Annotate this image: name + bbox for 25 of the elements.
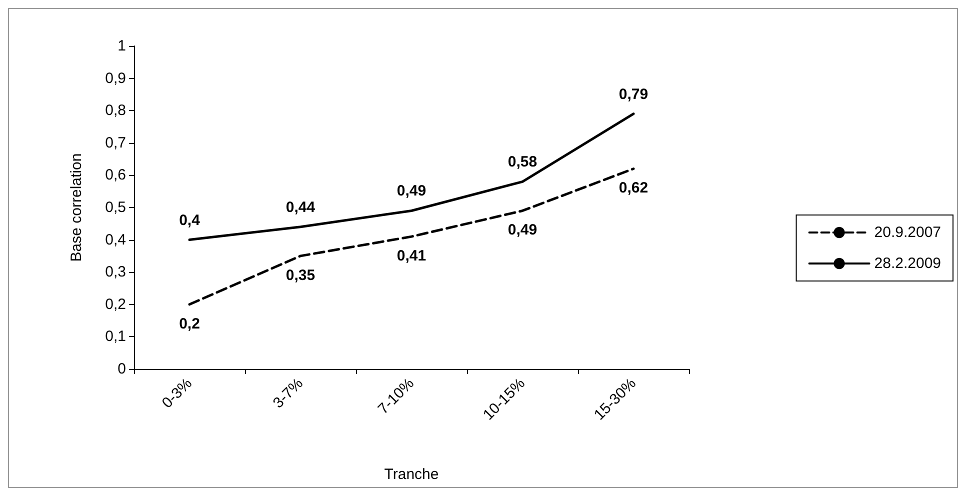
y-tick-label: 0,1 [105, 328, 126, 346]
data-label: 0,4 [179, 212, 201, 229]
legend-label: 28.2.2009 [874, 255, 942, 272]
y-axis-title: Base correlation [68, 153, 85, 262]
data-label: 0,79 [618, 86, 648, 103]
y-tick-label: 0,7 [105, 134, 126, 152]
data-label: 0,44 [286, 198, 316, 216]
y-tick-label: 0,9 [105, 70, 126, 87]
data-label: 0,2 [179, 315, 200, 332]
y-tick-label: 0,8 [105, 102, 126, 120]
y-tick-label: 0,5 [105, 199, 126, 216]
data-label: 0,58 [508, 154, 538, 171]
y-tick-label: 0,6 [105, 166, 126, 184]
y-tick-label: 0,4 [105, 231, 126, 248]
y-tick-label: 0,3 [105, 264, 126, 281]
data-label: 0,62 [618, 180, 648, 197]
data-label: 0,49 [396, 182, 426, 200]
data-label: 0,49 [508, 222, 538, 239]
legend-label: 20.9.2007 [874, 224, 942, 241]
y-tick-label: 0,2 [105, 296, 126, 313]
y-tick-label: 0 [118, 360, 126, 378]
data-label: 0,41 [396, 248, 426, 265]
y-tick-label: 1 [118, 38, 126, 54]
x-axis-title: Tranche [384, 466, 439, 483]
data-label: 0,35 [286, 266, 316, 284]
